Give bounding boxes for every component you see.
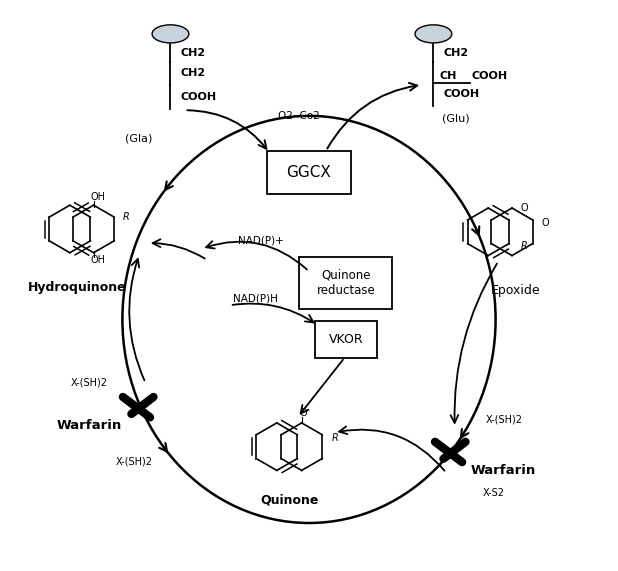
Text: Warfarin: Warfarin <box>470 464 535 477</box>
Text: OH: OH <box>91 191 106 202</box>
Text: Epoxide: Epoxide <box>491 284 540 297</box>
Text: O: O <box>300 408 307 418</box>
Text: Warfarin: Warfarin <box>56 419 122 432</box>
Text: COOH: COOH <box>444 90 480 99</box>
Text: GGCX: GGCX <box>287 165 331 180</box>
Text: NAD(P)H: NAD(P)H <box>233 293 277 304</box>
Text: (Gla): (Gla) <box>125 134 153 143</box>
FancyBboxPatch shape <box>315 321 377 357</box>
Text: R: R <box>521 241 528 251</box>
Text: NAD(P)+: NAD(P)+ <box>238 236 284 246</box>
Text: VKOR: VKOR <box>328 333 363 345</box>
Text: COOH: COOH <box>472 71 508 81</box>
Text: CH: CH <box>439 71 457 81</box>
Text: R: R <box>123 212 130 223</box>
Ellipse shape <box>415 25 452 43</box>
FancyBboxPatch shape <box>299 256 392 309</box>
FancyBboxPatch shape <box>266 151 352 194</box>
Text: Quinone
reductase: Quinone reductase <box>316 269 375 297</box>
Text: O2  Co2: O2 Co2 <box>278 111 320 121</box>
Text: X-S2: X-S2 <box>483 488 505 498</box>
Text: X-(SH)2: X-(SH)2 <box>486 414 523 424</box>
Text: X-(SH)2: X-(SH)2 <box>116 457 153 467</box>
Text: R: R <box>332 433 339 443</box>
Text: Quinone: Quinone <box>260 493 318 506</box>
Ellipse shape <box>152 25 189 43</box>
Text: CH2: CH2 <box>180 69 206 78</box>
Text: CH2: CH2 <box>180 48 206 58</box>
Text: CH2: CH2 <box>444 48 468 58</box>
Text: X-(SH)2: X-(SH)2 <box>70 378 108 388</box>
Text: (Glu): (Glu) <box>442 114 470 124</box>
Text: OH: OH <box>91 255 106 265</box>
Text: O: O <box>541 218 549 228</box>
Text: Hydroquinone: Hydroquinone <box>28 281 127 294</box>
Text: COOH: COOH <box>180 92 217 102</box>
Text: O: O <box>520 203 528 213</box>
